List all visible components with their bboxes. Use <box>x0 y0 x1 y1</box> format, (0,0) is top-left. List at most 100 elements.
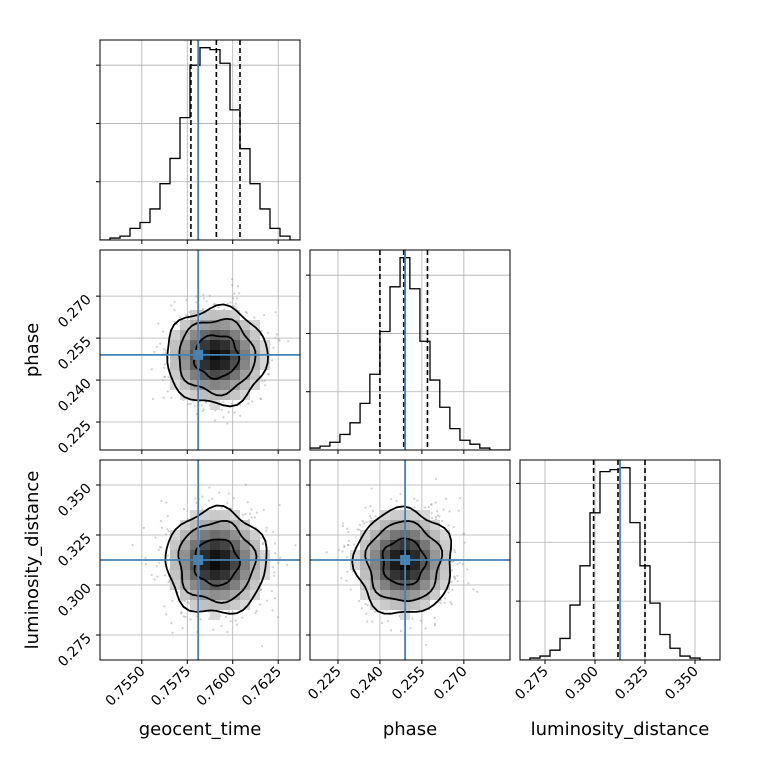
density-cell <box>200 550 210 560</box>
sample-point <box>271 566 275 569</box>
sample-point <box>458 561 461 564</box>
sample-point <box>233 411 236 414</box>
sample-point <box>170 304 173 307</box>
density-cell <box>230 530 240 540</box>
sample-point <box>462 532 466 535</box>
sample-point <box>202 408 205 411</box>
density-cell <box>230 550 240 560</box>
density-cell <box>220 520 230 530</box>
density-cell <box>420 510 430 520</box>
density-cell <box>230 360 240 370</box>
sample-point <box>244 483 247 486</box>
sample-point <box>220 624 223 628</box>
density-cell <box>370 530 380 540</box>
sample-point <box>456 574 459 577</box>
density-cell <box>180 320 190 330</box>
sample-point <box>253 516 256 519</box>
sample-point <box>232 497 235 500</box>
sample-point <box>188 602 191 605</box>
sample-point <box>183 600 186 603</box>
sample-point <box>260 329 263 332</box>
sample-point <box>419 619 422 622</box>
x-tick-label: 0.7575 <box>148 664 194 710</box>
x-tick-label: 0.240 <box>347 664 387 704</box>
y-tick-label: 0.270 <box>55 292 95 332</box>
sample-point <box>234 302 237 305</box>
density-cell <box>200 310 210 320</box>
histogram-panel-luminosity-distance <box>516 459 721 661</box>
sample-point <box>463 541 466 544</box>
sample-point <box>272 346 275 349</box>
sample-point <box>220 408 223 412</box>
panel-frame <box>99 459 301 661</box>
density-cell <box>210 600 220 610</box>
sample-point <box>416 499 419 502</box>
sample-point <box>213 419 216 422</box>
density-cell <box>410 530 420 540</box>
sample-point <box>265 599 268 602</box>
sample-point <box>250 508 253 511</box>
sample-point <box>434 501 437 504</box>
density-cell <box>170 330 180 340</box>
sample-point <box>462 532 465 536</box>
density-cell <box>240 390 250 400</box>
contour-outer <box>164 504 268 615</box>
density-cell <box>240 520 250 530</box>
density-cell <box>430 560 440 570</box>
sample-point <box>374 610 377 613</box>
density-cell <box>370 540 380 550</box>
density-cell <box>200 340 210 350</box>
sample-point <box>178 316 181 319</box>
density-cell <box>220 360 230 370</box>
density-cell <box>190 540 200 550</box>
density-cell <box>350 560 360 570</box>
sample-point <box>450 603 453 606</box>
density-cell <box>220 580 230 590</box>
sample-point <box>163 366 166 369</box>
sample-point <box>273 571 276 574</box>
x-tick-label: 0.7550 <box>103 664 149 710</box>
sample-point <box>347 530 350 534</box>
density-cell <box>380 550 390 560</box>
density-cell <box>370 580 380 590</box>
sample-point <box>181 627 184 630</box>
sample-point <box>277 561 280 564</box>
density-cell <box>180 570 190 580</box>
density-cell <box>440 540 450 550</box>
sample-point <box>413 506 416 509</box>
density-cell <box>420 570 430 580</box>
sample-point <box>150 368 153 371</box>
sample-point <box>167 581 170 584</box>
sample-point <box>447 524 450 527</box>
density-cell <box>390 560 400 570</box>
sample-point <box>261 380 264 383</box>
sample-point <box>144 556 147 559</box>
density-cell <box>180 390 190 400</box>
sample-point <box>443 601 446 604</box>
density-cell <box>260 570 270 580</box>
sample-point <box>201 307 204 310</box>
sample-point <box>430 503 433 506</box>
x-tick-label: 0.225 <box>305 664 345 704</box>
sample-point <box>249 512 252 515</box>
density-cell <box>190 340 200 350</box>
density-cell <box>360 560 370 570</box>
sample-point <box>260 588 263 591</box>
sample-point <box>187 403 190 406</box>
sample-point <box>227 610 231 613</box>
sample-point <box>161 330 165 333</box>
sample-point <box>163 363 167 366</box>
sample-point <box>450 580 453 583</box>
sample-point <box>231 284 234 287</box>
density-cell <box>210 310 220 320</box>
density-cell <box>220 560 230 570</box>
sample-point <box>366 620 369 623</box>
density-cell <box>190 370 200 380</box>
y-tick-label: 0.325 <box>55 531 95 571</box>
sample-point <box>250 400 254 403</box>
sample-point <box>270 359 274 362</box>
sample-point <box>274 311 277 314</box>
density-cell <box>360 530 370 540</box>
sample-point <box>159 342 162 345</box>
